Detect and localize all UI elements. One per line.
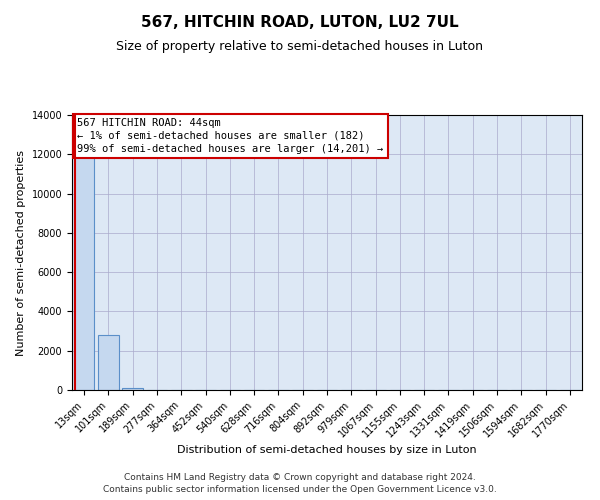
Text: Contains public sector information licensed under the Open Government Licence v3: Contains public sector information licen… bbox=[103, 485, 497, 494]
Text: Contains HM Land Registry data © Crown copyright and database right 2024.: Contains HM Land Registry data © Crown c… bbox=[124, 472, 476, 482]
Bar bbox=[122, 388, 143, 390]
Text: 567, HITCHIN ROAD, LUTON, LU2 7UL: 567, HITCHIN ROAD, LUTON, LU2 7UL bbox=[141, 15, 459, 30]
Text: 567 HITCHIN ROAD: 44sqm
← 1% of semi-detached houses are smaller (182)
99% of se: 567 HITCHIN ROAD: 44sqm ← 1% of semi-det… bbox=[77, 118, 383, 154]
Bar bbox=[98, 335, 119, 390]
Text: Size of property relative to semi-detached houses in Luton: Size of property relative to semi-detach… bbox=[116, 40, 484, 53]
Bar bbox=[74, 134, 94, 390]
X-axis label: Distribution of semi-detached houses by size in Luton: Distribution of semi-detached houses by … bbox=[177, 444, 477, 454]
Y-axis label: Number of semi-detached properties: Number of semi-detached properties bbox=[16, 150, 26, 356]
